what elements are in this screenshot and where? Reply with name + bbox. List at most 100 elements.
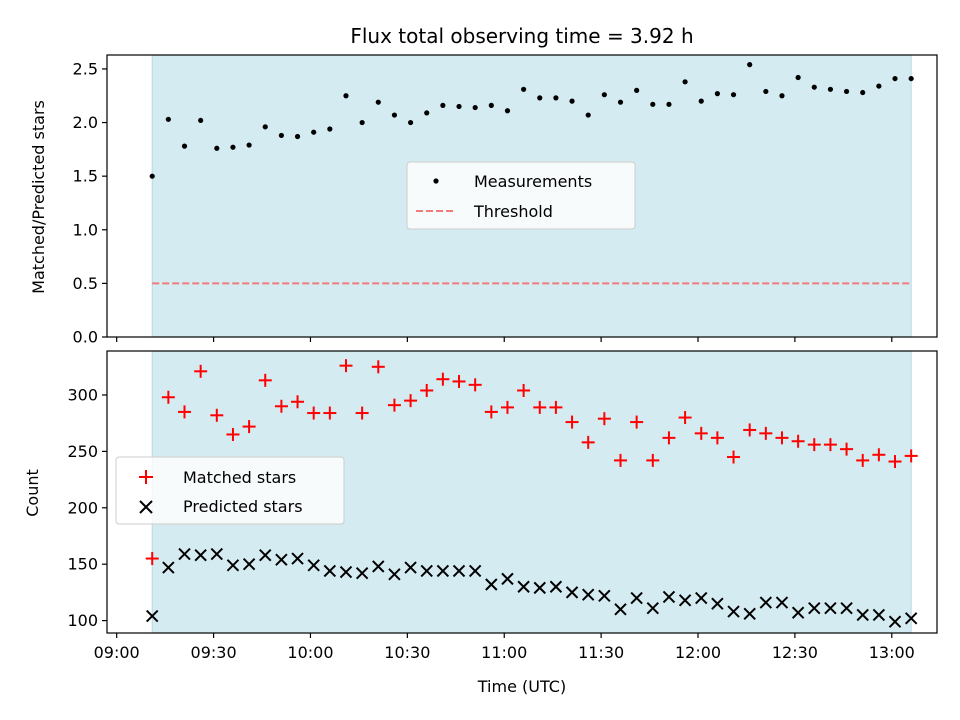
top-y-axis-label: Matched/Predicted stars: [29, 100, 48, 294]
matched-star-point: [307, 406, 321, 420]
predicted-star-point: [775, 596, 789, 609]
matched-star-point: [420, 383, 434, 397]
predicted-star-point: [856, 608, 869, 622]
matched-star-point: [355, 406, 369, 420]
matched-star-point: [210, 408, 224, 422]
x-axis-label: Time (UTC): [477, 677, 566, 696]
measurement-points: [149, 62, 914, 179]
predicted-stars-points: [146, 547, 918, 628]
top-y-ticks: 0.0 0.5 1.0 1.5 2.0 2.5: [73, 59, 107, 347]
matched-star-point: [807, 438, 821, 452]
measurement-point: [521, 86, 527, 92]
matched-star-point: [226, 427, 240, 441]
predicted-star-point: [146, 609, 159, 623]
matched-star-point: [484, 405, 498, 419]
top-x-tick-marks: [116, 337, 893, 342]
measurement-point: [827, 86, 834, 92]
matched-stars-points: [145, 359, 918, 566]
matched-star-point: [194, 364, 208, 378]
matched-star-point: [468, 378, 482, 392]
measurement-point: [407, 119, 414, 126]
measurement-point: [650, 101, 656, 107]
bottom-y-ticks: 100 150 200 250 300: [67, 385, 107, 630]
bottom-legend: Matched stars Predicted stars: [115, 456, 345, 525]
matched-star-point: [743, 423, 757, 437]
bottom-plot-frame: [106, 350, 938, 634]
chart-title: Flux total observing time = 3.92 h: [350, 24, 693, 48]
matched-star-point: [646, 453, 660, 467]
measurement-point: [311, 129, 317, 135]
measurement-point: [747, 62, 753, 68]
matched-star-point: [791, 434, 805, 448]
predicted-star-point: [598, 589, 611, 602]
matched-star-point: [242, 420, 256, 434]
matched-star-point: [614, 453, 628, 467]
matched-star-point: [500, 400, 514, 414]
matched-star-point: [630, 415, 644, 429]
legend-matched-label: Matched stars: [183, 468, 296, 487]
predicted-star-point: [210, 547, 224, 561]
top-y-tick-label: 0.0: [73, 328, 98, 347]
measurement-point: [472, 104, 478, 111]
matched-star-point: [533, 400, 547, 414]
matched-star-point: [387, 398, 401, 412]
matched-star-point: [274, 399, 288, 413]
predicted-star-point: [259, 548, 272, 562]
predicted-star-point: [743, 607, 756, 621]
bottom-y-tick-label: 100: [67, 611, 98, 630]
measurement-point: [262, 124, 268, 130]
measurement-point: [359, 119, 365, 126]
measurement-point: [634, 87, 640, 93]
matched-star-point: [597, 412, 611, 426]
x-tick-label: 10:00: [287, 643, 333, 662]
top-y-tick-label: 1.5: [73, 167, 98, 186]
predicted-star-point: [791, 606, 805, 619]
measurement-point: [537, 95, 543, 101]
matched-star-point: [517, 383, 531, 397]
top-y-tick-label: 1.0: [73, 220, 98, 239]
predicted-star-point: [662, 590, 676, 604]
matched-star-point: [775, 431, 789, 445]
measurement-point: [553, 95, 559, 101]
measurement-point: [892, 75, 898, 82]
measurement-point: [456, 103, 462, 110]
top-legend-box: [406, 161, 636, 230]
measurement-point: [278, 132, 284, 139]
measurement-point: [795, 74, 801, 81]
measurement-point: [617, 99, 624, 105]
legend-matched-marker: [139, 470, 153, 484]
matched-star-point: [323, 406, 337, 420]
predicted-star-point: [501, 572, 514, 586]
measurement-point: [488, 102, 494, 108]
bottom-y-tick-label: 150: [67, 555, 98, 574]
predicted-star-point: [646, 601, 660, 615]
measurement-point: [149, 173, 155, 179]
predicted-star-point: [727, 605, 740, 618]
predicted-star-point: [549, 580, 563, 593]
measurement-point: [440, 102, 446, 108]
matched-star-point: [339, 359, 353, 373]
measurement-point: [843, 88, 850, 95]
predicted-star-point: [388, 568, 401, 581]
predicted-star-point: [307, 559, 320, 572]
matched-star-point: [694, 426, 708, 440]
predicted-star-point: [695, 591, 708, 605]
predicted-star-point: [485, 578, 498, 591]
predicted-star-point: [581, 588, 595, 601]
measurement-point: [811, 84, 817, 90]
matched-star-point: [678, 411, 692, 425]
x-tick-label: 10:30: [384, 643, 430, 662]
predicted-star-point: [339, 565, 353, 579]
x-tick-label: 12:00: [675, 643, 721, 662]
bottom-y-tick-label: 200: [67, 498, 98, 517]
x-tick-label: 11:30: [578, 643, 624, 662]
measurement-point: [730, 92, 737, 98]
matched-star-point: [436, 372, 450, 386]
predicted-star-point: [533, 581, 546, 595]
matched-star-point: [565, 415, 579, 429]
matched-star-point: [452, 374, 466, 388]
matched-star-point: [178, 405, 192, 419]
predicted-star-point: [678, 594, 692, 607]
bottom-panel: 100 150 200 250 300 09:00 09:30 10:00 10:30 11:0…: [23, 350, 938, 696]
